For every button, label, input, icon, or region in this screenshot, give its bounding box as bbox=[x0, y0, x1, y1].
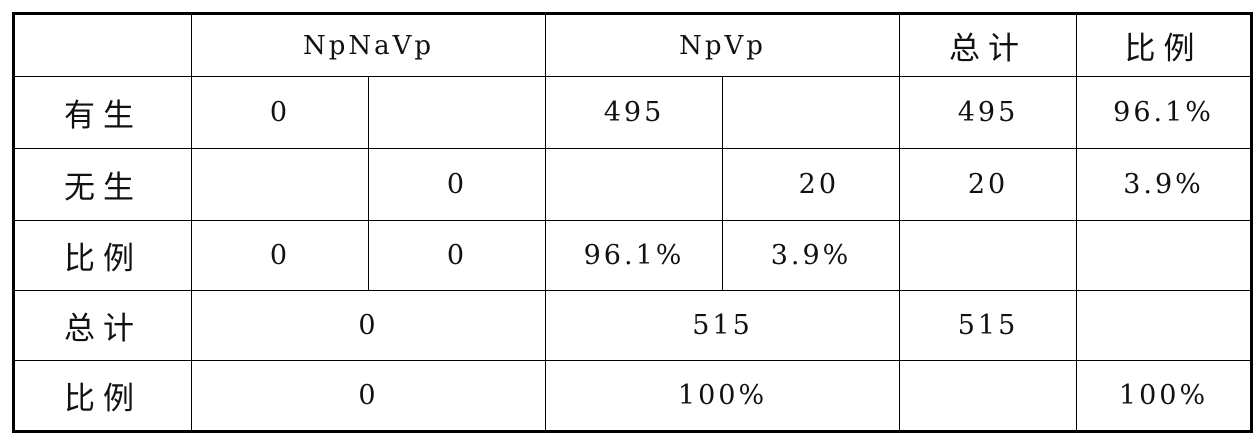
row-label: 比例 bbox=[13, 360, 192, 432]
cell: 495 bbox=[545, 76, 724, 149]
header-row: NpNaVp NpVp 总计 比例 bbox=[13, 13, 1253, 77]
cell bbox=[722, 76, 901, 149]
row-label: 总计 bbox=[13, 290, 192, 361]
cell bbox=[899, 360, 1078, 432]
cell bbox=[899, 220, 1078, 291]
cell: 0 bbox=[191, 76, 369, 149]
cell: 0 bbox=[190, 360, 547, 432]
cell: 100% bbox=[1076, 360, 1253, 432]
cell: 3.9% bbox=[1076, 148, 1253, 221]
row-label: 有生 bbox=[13, 76, 192, 149]
cell: 495 bbox=[899, 76, 1078, 149]
cell: 515 bbox=[545, 290, 901, 361]
cell: 3.9% bbox=[722, 220, 901, 291]
corner-cell bbox=[13, 13, 192, 77]
header-cell: 总计 bbox=[899, 13, 1078, 77]
row: 总计 0 515 515 bbox=[13, 290, 1253, 361]
row-label: 比例 bbox=[13, 220, 192, 291]
header-cell: NpVp bbox=[545, 13, 901, 77]
cell: 0 bbox=[191, 220, 369, 291]
cell bbox=[191, 148, 369, 221]
cell bbox=[1076, 290, 1253, 361]
cell: 100% bbox=[545, 360, 901, 432]
cell: 0 bbox=[190, 290, 547, 361]
row: 有生 0 495 495 96.1% bbox=[13, 76, 1253, 149]
cell: 20 bbox=[899, 148, 1078, 221]
cell: 0 bbox=[367, 220, 547, 291]
cell: 96.1% bbox=[1076, 76, 1253, 149]
data-table: NpNaVp NpVp 总计 比例 有生 0 495 495 96.1% 无生 … bbox=[12, 12, 1254, 433]
cell bbox=[367, 76, 547, 149]
header-cell: NpNaVp bbox=[190, 13, 547, 77]
row: 比例 0 0 96.1% 3.9% bbox=[13, 220, 1253, 291]
cell bbox=[1076, 220, 1253, 291]
cell: 96.1% bbox=[545, 220, 724, 291]
cell: 0 bbox=[367, 148, 547, 221]
row: 无生 0 20 20 3.9% bbox=[13, 148, 1253, 221]
header-cell: 比例 bbox=[1076, 13, 1253, 77]
row: 比例 0 100% 100% bbox=[13, 360, 1253, 432]
cell bbox=[545, 148, 724, 221]
row-label: 无生 bbox=[13, 148, 192, 221]
cell: 515 bbox=[899, 290, 1078, 361]
cell: 20 bbox=[722, 148, 901, 221]
